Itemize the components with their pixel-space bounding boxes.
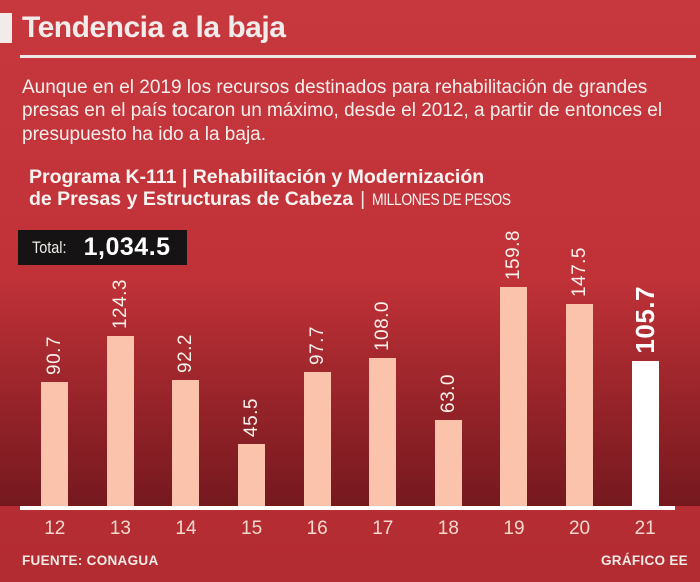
bar-value-label: 124.3 xyxy=(109,278,131,329)
x-axis-label: 19 xyxy=(503,518,525,539)
credit-label: GRÁFICO EE xyxy=(600,553,688,568)
x-axis-label: 12 xyxy=(44,518,66,539)
x-axis-label: 18 xyxy=(437,518,459,539)
bar-value-label: 105.7 xyxy=(630,286,661,354)
x-axis-label: 20 xyxy=(568,518,591,539)
x-axis-label: 13 xyxy=(109,518,131,539)
chart-units-label: MILLONES DE PESOS xyxy=(372,189,511,209)
bar xyxy=(238,444,266,506)
bar xyxy=(106,336,134,506)
bar-value-label: 90.7 xyxy=(44,336,66,375)
bar xyxy=(303,372,331,506)
bar-value-label: 97.7 xyxy=(306,326,328,365)
footer: FUENTE: CONAGUA GRÁFICO EE xyxy=(22,553,688,568)
title-underline xyxy=(20,55,696,58)
bar-value-label: 108.0 xyxy=(372,300,394,351)
x-axis-label: 16 xyxy=(306,518,328,539)
chart-heading-line2-bold: de Presas y Estructuras de Cabeza xyxy=(29,187,354,210)
intro-paragraph: Aunque en el 2019 los recursos destinado… xyxy=(22,77,663,145)
chart-heading-separator: | xyxy=(360,187,366,210)
x-axis-label: 14 xyxy=(175,518,197,539)
chart-heading-line1: Programa K-111 | Rehabilitación y Modern… xyxy=(29,166,485,188)
x-axis-label: 17 xyxy=(372,518,394,539)
bar-column-20: 147.5 xyxy=(547,247,613,506)
source-label: FUENTE: CONAGUA xyxy=(22,553,159,568)
bar xyxy=(500,287,528,506)
bar-value-label: 63.0 xyxy=(437,374,459,413)
bar xyxy=(631,361,659,506)
bar-chart: 90.7 124.3 92.2 45.5 97.7 108.0 63.0 159.8 147.5… xyxy=(22,230,678,506)
bar-column-12: 90.7 xyxy=(22,336,88,506)
bar xyxy=(434,420,462,506)
page-title: Tendencia a la baja xyxy=(22,11,286,44)
bar-column-17: 108.0 xyxy=(350,301,416,506)
bar-value-label: 45.5 xyxy=(241,398,263,437)
bar-column-21: 105.7 xyxy=(612,286,678,506)
bar-value-label: 159.8 xyxy=(503,229,525,280)
total-badge: Total: 1,034.5 xyxy=(18,230,187,265)
x-axis-label: 15 xyxy=(241,518,263,539)
total-value: 1,034.5 xyxy=(83,233,171,261)
total-label: Total: xyxy=(32,237,67,257)
title-marker-square xyxy=(0,13,12,43)
x-axis-label: 21 xyxy=(634,518,656,539)
chart-heading: Programa K-111 | Rehabilitación y Modern… xyxy=(29,166,541,211)
bar-column-16: 97.7 xyxy=(284,326,350,506)
bar-column-19: 159.8 xyxy=(481,230,547,506)
x-axis-line xyxy=(20,506,675,510)
bar xyxy=(41,382,69,506)
bar-column-18: 63.0 xyxy=(416,374,482,506)
chart-heading-line2: de Presas y Estructuras de Cabeza | MILL… xyxy=(29,187,541,211)
bar-value-label: 92.2 xyxy=(175,334,197,373)
bar xyxy=(566,304,594,506)
bar-column-15: 45.5 xyxy=(219,398,285,506)
bar xyxy=(369,358,397,506)
bar-column-14: 92.2 xyxy=(153,334,219,506)
x-axis-labels: 12 13 14 15 16 17 18 19 20 21 xyxy=(22,518,678,540)
bar-column-13: 124.3 xyxy=(88,279,154,506)
bar xyxy=(172,380,200,506)
bar-value-label: 147.5 xyxy=(569,246,591,297)
